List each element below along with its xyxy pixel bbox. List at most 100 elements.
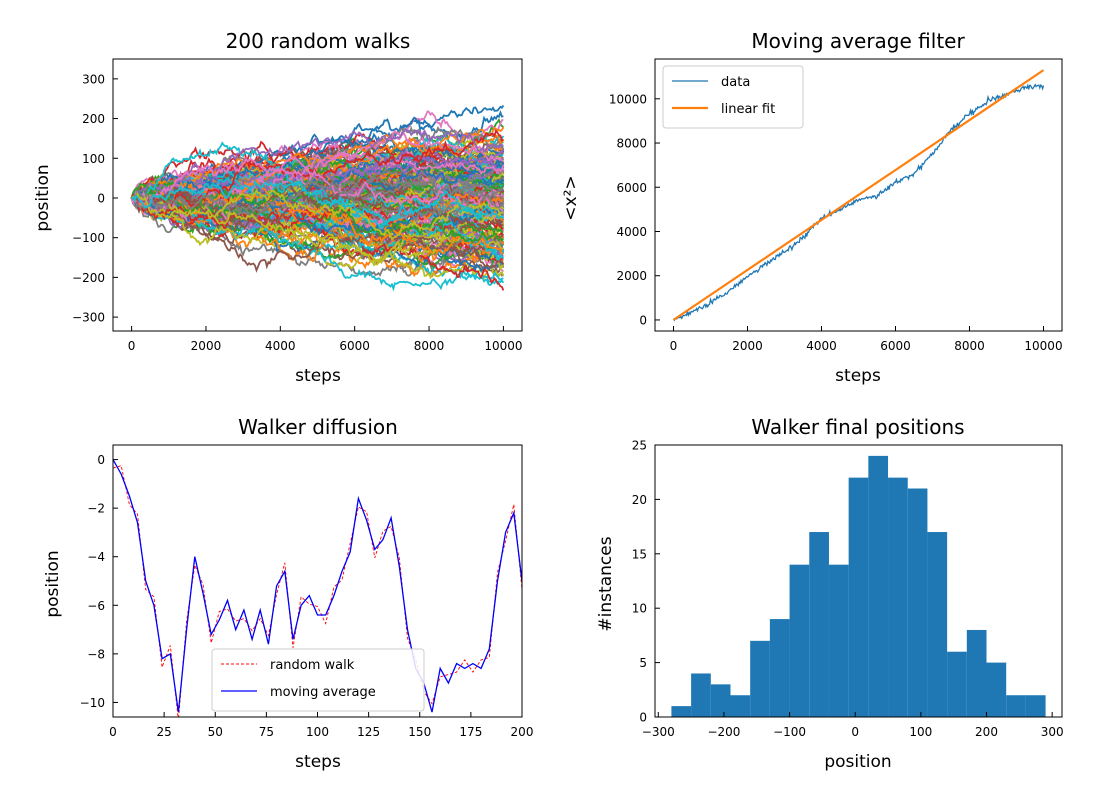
histogram-bar (671, 706, 692, 717)
plot-content (113, 459, 522, 717)
y-tick-label: −100 (72, 231, 105, 245)
x-tick-label: 2000 (191, 339, 222, 353)
plot-area: 0 25 50 75 100 125 150 175 200 −10 −8 −6 −4 −2 0 random… (80, 444, 534, 739)
histogram-bar (888, 477, 908, 717)
random-walk-line (131, 129, 504, 206)
x-tick-label: 0 (851, 725, 859, 739)
histogram-bar (750, 640, 770, 717)
y-tick-label: 10000 (609, 92, 647, 106)
x-axis-label: steps (835, 366, 881, 386)
x-tick-label: 0 (128, 339, 136, 353)
histogram-bar (828, 564, 849, 717)
x-axis-label: steps (295, 752, 341, 772)
y-tick-label: 200 (82, 112, 105, 126)
y-tick-label: −2 (87, 502, 105, 516)
y-tick-label: 4000 (616, 225, 647, 239)
random-walk-line (131, 197, 504, 264)
y-tick-label: 0 (639, 313, 647, 327)
y-tick-label: 20 (632, 493, 647, 507)
axes-frame (112, 58, 523, 332)
legend: data linear fit (662, 65, 804, 129)
y-tick-label: −10 (80, 696, 105, 710)
histogram-bar (848, 477, 869, 717)
histogram-bar (947, 651, 967, 717)
x-tick-label: 25 (156, 725, 171, 739)
random-walks-panel: 200 random walks steps position 0 2000 400… (33, 29, 523, 386)
histogram-bar (789, 564, 810, 717)
y-tick-label: −6 (87, 599, 105, 613)
y-tick-label: 25 (632, 439, 647, 453)
x-tick-label: 200 (511, 725, 534, 739)
histogram-bar (907, 488, 928, 717)
x-tick-label: 4000 (265, 339, 296, 353)
histogram-bar (730, 695, 751, 717)
moving-average-line (113, 459, 522, 713)
plot-content (130, 104, 505, 292)
x-tick-label: 8000 (414, 339, 445, 353)
legend-label: moving average (270, 685, 376, 700)
random-walk-line (130, 156, 505, 213)
histogram-bar (986, 662, 1007, 717)
x-tick-label: 10000 (484, 339, 522, 353)
x-tick-label: 200 (975, 725, 998, 739)
axes-frame (654, 444, 1063, 718)
y-axis-label: <x²> (561, 175, 581, 220)
x-tick-label: 0 (109, 725, 117, 739)
legend-frame (211, 648, 425, 712)
y-tick-label: 2000 (616, 269, 647, 283)
y-tick-label: 0 (639, 711, 647, 725)
x-tick-label: −200 (707, 725, 740, 739)
x-tick-label: 75 (259, 725, 274, 739)
histogram-bar (809, 532, 829, 717)
random-walk-line (131, 189, 504, 241)
legend-label: linear fit (721, 102, 775, 117)
legend-label: random walk (270, 658, 355, 673)
plot-content (671, 455, 1046, 717)
y-axis-label: #instances (596, 536, 616, 631)
x-tick-label: 100 (909, 725, 932, 739)
legend: random walk moving average (211, 648, 425, 712)
x-tick-label: 0 (670, 339, 678, 353)
panel-title: 200 random walks (226, 29, 411, 53)
histogram-bar (769, 619, 790, 717)
x-tick-label: 125 (357, 725, 380, 739)
y-axis-label: position (33, 164, 53, 231)
x-tick-label: 50 (208, 725, 223, 739)
histogram-bar (1025, 695, 1046, 717)
x-tick-label: 300 (1041, 725, 1064, 739)
x-tick-label: −300 (642, 725, 675, 739)
y-tick-label: 300 (82, 72, 105, 86)
histogram-bar (1006, 695, 1026, 717)
y-axis-label: position (43, 550, 63, 617)
y-tick-label: 5 (639, 656, 647, 670)
histogram-bar (966, 629, 987, 717)
x-tick-label: 2000 (732, 339, 763, 353)
legend-label: data (721, 75, 750, 90)
x-axis-label: position (824, 752, 891, 772)
panel-title: Walker final positions (751, 415, 964, 439)
axes-frame (654, 58, 1063, 332)
y-tick-label: 6000 (616, 181, 647, 195)
panel-title: Moving average filter (751, 29, 965, 53)
y-tick-label: 0 (97, 191, 105, 205)
y-tick-label: −8 (87, 647, 105, 661)
final-positions-panel: Walker final positions position #instanc… (596, 415, 1064, 772)
histogram-bar (868, 455, 889, 717)
y-tick-label: −200 (72, 271, 105, 285)
panel-title: Walker diffusion (238, 415, 398, 439)
x-tick-label: −100 (773, 725, 806, 739)
moving-average-panel: Moving average filter steps <x²> 0 2000 40… (561, 29, 1063, 386)
random-walk-line (131, 187, 505, 245)
random-walk-line (131, 179, 505, 222)
y-tick-label: 15 (632, 547, 647, 561)
x-tick-label: 10000 (1024, 339, 1062, 353)
walker-diffusion-panel: Walker diffusion steps position 0 25 50 75 1… (43, 415, 533, 772)
x-tick-label: 6000 (880, 339, 911, 353)
histogram-bar (710, 684, 731, 717)
plot-area: 0 2000 4000 6000 8000 10000 0 2000 4000 6000 8000 1… (609, 58, 1063, 353)
random-walk-line (130, 141, 505, 261)
x-axis-label: steps (295, 366, 341, 386)
x-tick-label: 6000 (339, 339, 370, 353)
y-tick-label: 0 (97, 453, 105, 467)
